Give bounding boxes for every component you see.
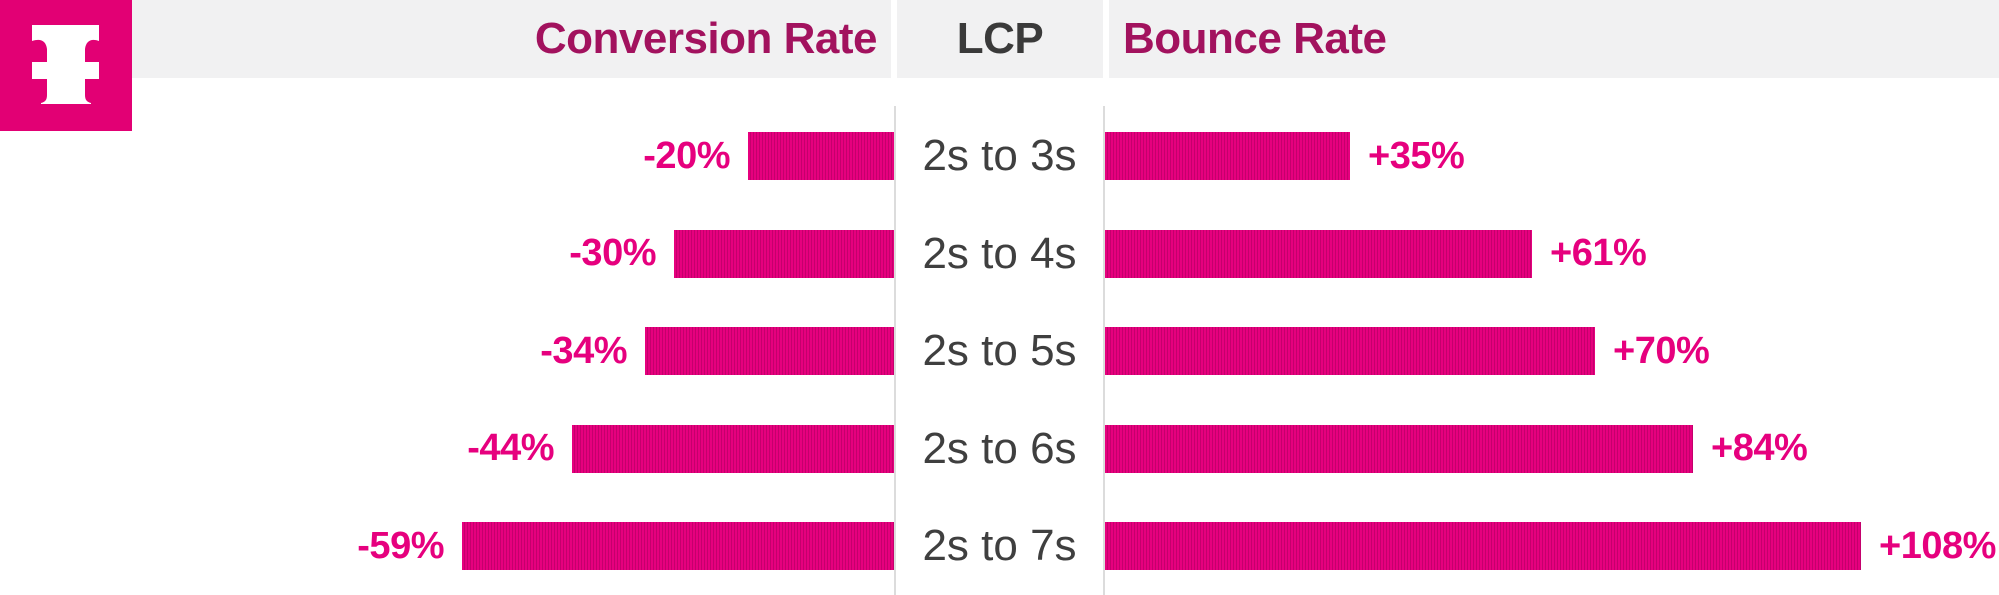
header-divider-gap [1103,0,1109,78]
header-divider-gap [891,0,897,78]
bounce-cell: +70% [1105,302,1999,400]
bounce-cell: +61% [1105,205,1999,303]
chart-row: -20% 2s to 3s +35% [0,107,1999,205]
lcp-category-label: 2s to 5s [922,326,1077,376]
lcp-column-right-border [1103,106,1105,595]
lcp-category-label: 2s to 3s [922,131,1077,180]
bounce-bar [1105,132,1350,180]
bounce-bar [1105,424,1693,473]
bounce-bar [1105,522,1861,571]
conversion-value-label: -59% [357,524,444,567]
lcp-category-label: 2s to 4s [922,228,1077,278]
chart-row: -59% 2s to 7s +108% [0,497,1999,595]
bounce-value-label: +61% [1550,232,1647,275]
conversion-cell: -20% [0,107,894,205]
conversion-bar [462,522,894,571]
lcp-column-header: LCP [956,14,1044,63]
telekom-t-logo-icon [0,0,132,131]
lcp-category-label: 2s to 7s [922,521,1077,571]
bounce-value-label: +108% [1879,524,1996,567]
lcp-category-label: 2s to 6s [922,423,1077,473]
bounce-rate-column-header: Bounce Rate [1123,14,1387,63]
conversion-cell: -30% [0,205,894,303]
bounce-cell: +108% [1105,497,1999,595]
conversion-cell: -34% [0,302,894,400]
conversion-value-label: -20% [643,134,730,177]
conversion-value-label: -34% [540,329,627,372]
conversion-value-label: -30% [569,232,656,275]
column-header-band [0,0,1999,78]
conversion-bar [572,424,894,473]
bounce-value-label: +84% [1711,427,1808,470]
bounce-cell: +84% [1105,400,1999,498]
conversion-bar [748,132,894,180]
bounce-bar [1105,327,1595,376]
conversion-cell: -44% [0,400,894,498]
bounce-value-label: +70% [1613,329,1710,372]
chart-row: -34% 2s to 5s +70% [0,302,1999,400]
conversion-bar [674,229,894,278]
conversion-cell: -59% [0,497,894,595]
bounce-bar [1105,229,1532,278]
conversion-value-label: -44% [467,427,554,470]
lcp-column-left-border [894,106,896,595]
bounce-value-label: +35% [1368,134,1465,177]
bounce-cell: +35% [1105,107,1999,205]
chart-row: -30% 2s to 4s +61% [0,205,1999,303]
chart-row: -44% 2s to 6s +84% [0,400,1999,498]
conversion-rate-column-header: Conversion Rate [534,14,878,63]
conversion-bar [645,327,894,376]
